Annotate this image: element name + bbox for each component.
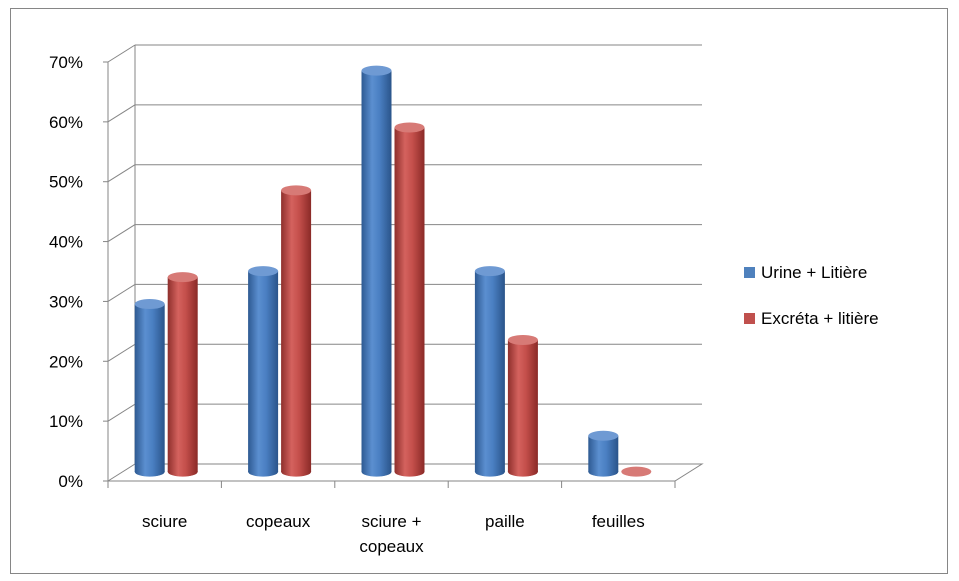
bar-base [507,466,538,477]
bar [281,185,312,477]
legend-swatch [744,267,755,278]
x-category-label: copeaux [246,512,311,531]
bar-top [281,185,312,196]
bar-base [394,466,425,477]
bar [507,334,538,477]
bar-base [474,466,505,477]
gridline-side [107,224,136,242]
bar-base [281,466,312,477]
gridline-side [107,343,136,362]
y-tick-label: 50% [49,173,83,192]
bar-top [248,266,279,277]
bar-body [474,271,505,472]
legend-swatch [744,313,755,324]
bar-top [507,334,538,345]
bar-top [474,266,505,277]
gridline-side [107,403,136,422]
x-axis-category-labels: sciure copeaux sciure + copeaux paille feuill… [142,512,645,556]
axes [103,61,676,488]
bar-body [281,190,312,472]
bar-body [507,339,538,472]
legend-label: Urine + Litière [761,263,867,282]
bar [134,299,165,477]
bar-base [134,466,165,477]
bar [394,122,425,477]
bar-top [394,122,425,133]
bar-top [134,299,165,310]
y-axis-tick-labels: 0% 10% 20% 30% 40% 50% 60% 70% [49,53,83,491]
bars [134,65,652,477]
bar-body [248,271,279,472]
y-tick-label: 0% [58,472,83,491]
y-tick-label: 20% [49,352,83,371]
bar-top [167,272,198,283]
y-tick-label: 30% [49,292,83,311]
bar-base [248,466,279,477]
x-category-label: sciure [142,512,187,531]
bar [248,266,279,477]
bar-body [167,277,198,472]
y-tick-label: 10% [49,412,83,431]
bar-body [361,70,392,472]
gridline-side [107,284,136,302]
bar-base [588,466,619,477]
x-category-label: sciure + copeaux [359,512,424,556]
bar-base [167,466,198,477]
gridline-side [107,44,136,63]
bar-top [361,65,392,76]
bar [621,466,652,477]
bar [361,65,392,477]
legend: Urine + Litière Excréta + litière [744,263,879,328]
y-tick-label: 70% [49,53,83,72]
bar-body [134,304,165,472]
legend-label: Excréta + litière [761,309,879,328]
bar-body [588,435,619,472]
bar-top [588,430,619,441]
y-tick-label: 60% [49,113,83,132]
x-category-label: feuilles [592,512,645,531]
x-category-label: paille [485,512,525,531]
bar [588,430,619,477]
bar [474,266,505,477]
bar-top [621,466,652,477]
bar-body [394,127,425,472]
gridline-side [107,164,136,183]
y-tick-label: 40% [49,233,83,252]
bar-base [361,466,392,477]
bar [167,272,198,477]
gridline-side [107,104,136,123]
